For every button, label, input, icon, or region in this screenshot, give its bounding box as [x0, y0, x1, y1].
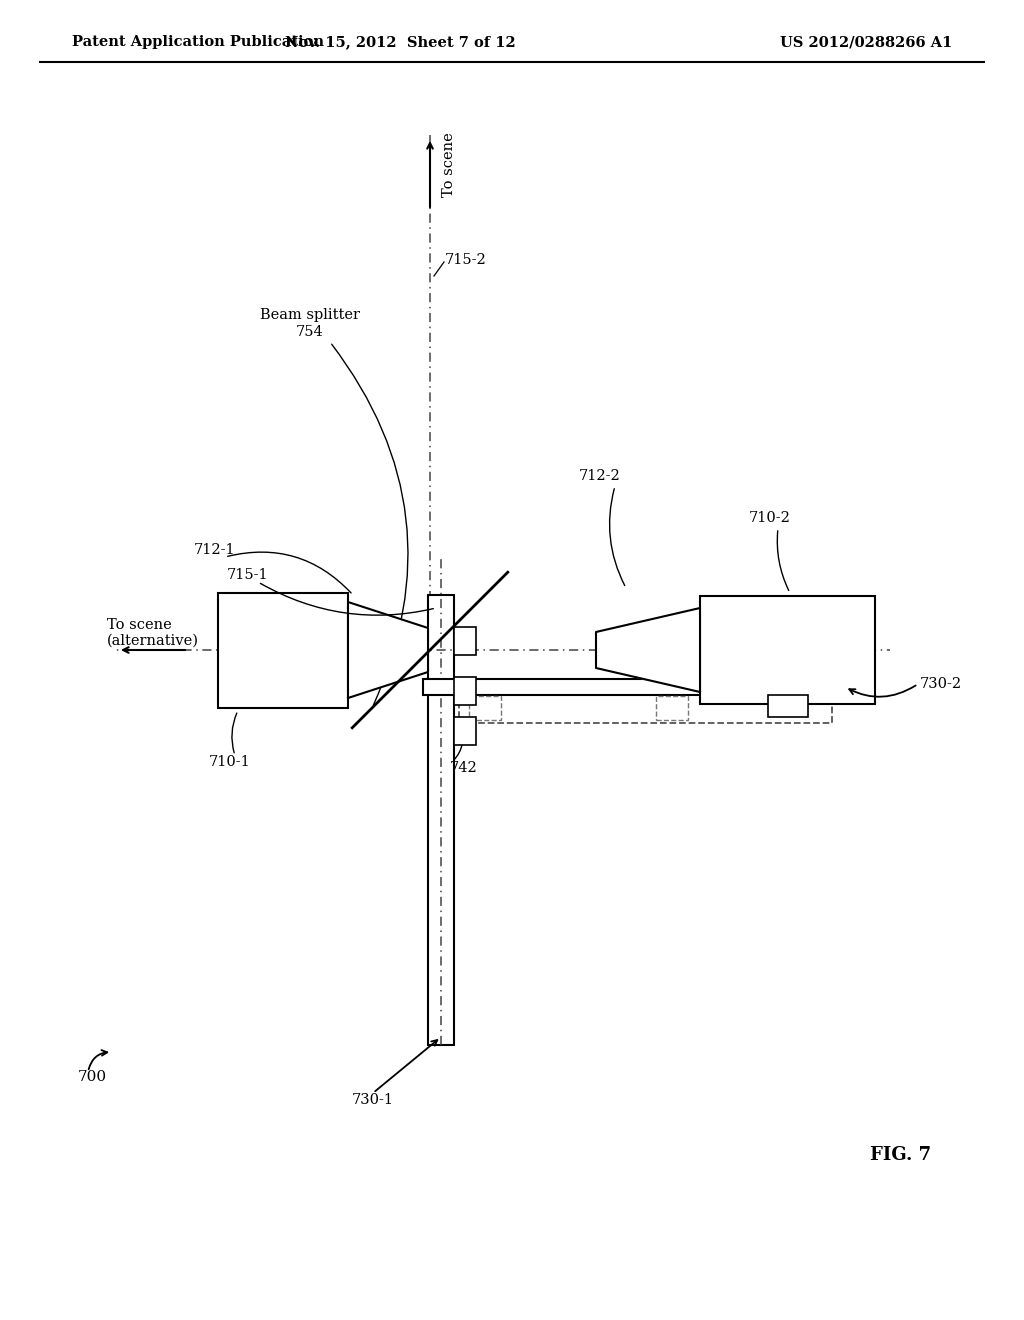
Text: 712-2: 712-2 — [580, 469, 621, 483]
Bar — [423, 678, 845, 696]
Bar — [454, 627, 476, 655]
Bar — [768, 696, 808, 717]
Text: 742: 742 — [450, 762, 478, 775]
Bar — [469, 696, 501, 719]
Text: To scene: To scene — [442, 132, 456, 198]
Text: To scene: To scene — [106, 618, 172, 632]
Polygon shape — [596, 609, 700, 692]
Text: 710-1: 710-1 — [209, 755, 251, 770]
Text: Beam splitter: Beam splitter — [260, 308, 360, 322]
Text: FIG. 7: FIG. 7 — [870, 1146, 931, 1164]
Text: 710-2: 710-2 — [750, 511, 791, 525]
Bar — [700, 597, 874, 704]
Bar — [454, 677, 476, 705]
Bar — [655, 696, 687, 719]
Text: (alternative): (alternative) — [106, 634, 199, 648]
Text: 730-1: 730-1 — [352, 1093, 394, 1107]
Text: 712-1: 712-1 — [195, 543, 236, 557]
Text: 700: 700 — [78, 1071, 108, 1084]
Bar — [218, 593, 348, 708]
Text: 730-2: 730-2 — [920, 677, 963, 690]
Text: 715-1: 715-1 — [227, 568, 269, 582]
Polygon shape — [348, 602, 428, 698]
Bar — [459, 693, 831, 723]
Text: 715-2: 715-2 — [445, 253, 486, 267]
Text: Nov. 15, 2012  Sheet 7 of 12: Nov. 15, 2012 Sheet 7 of 12 — [285, 36, 515, 49]
Text: US 2012/0288266 A1: US 2012/0288266 A1 — [780, 36, 952, 49]
Text: Patent Application Publication: Patent Application Publication — [72, 36, 324, 49]
Bar — [454, 717, 476, 744]
Bar — [428, 595, 454, 1045]
Text: 754: 754 — [296, 325, 324, 339]
